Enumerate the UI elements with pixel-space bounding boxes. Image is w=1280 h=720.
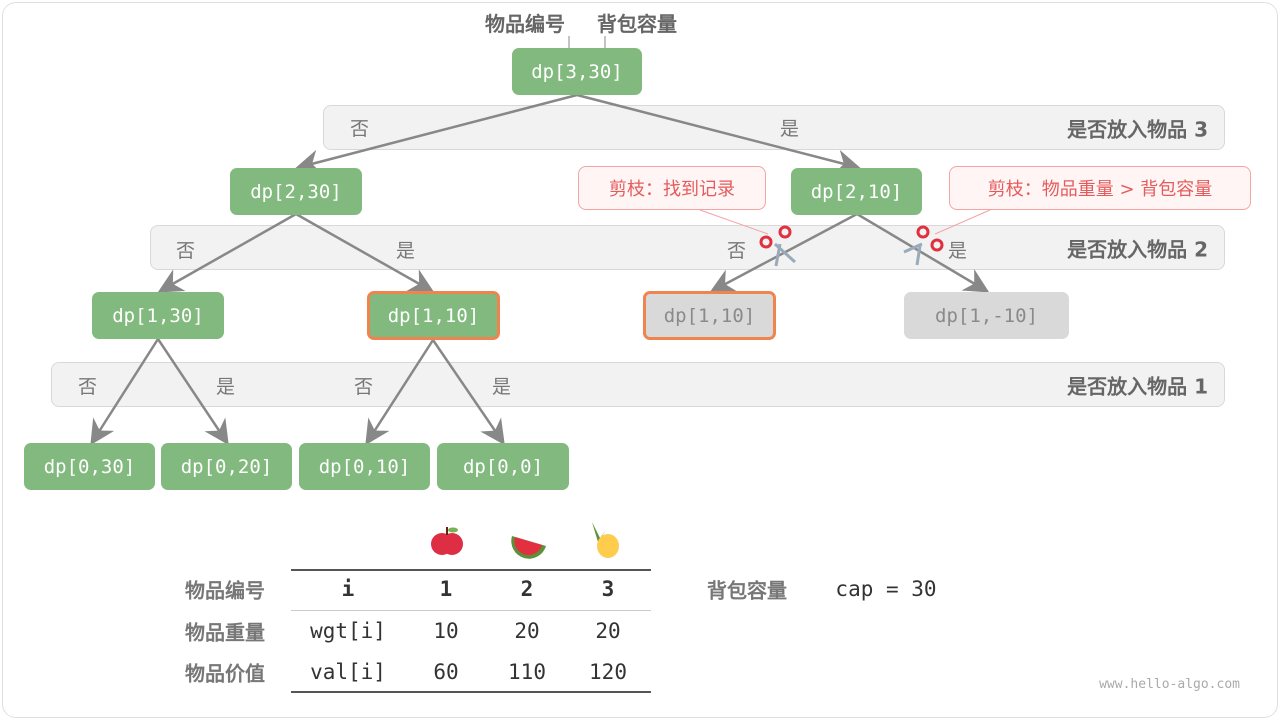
callout-overweight-prune: 剪枝：物品重量 > 背包容量	[949, 166, 1251, 210]
cell: 110	[508, 660, 546, 684]
edge	[365, 339, 435, 446]
cell: 1	[439, 577, 453, 601]
node-dp-2-10: dp[2,10]	[791, 168, 922, 215]
cell: 120	[589, 660, 627, 684]
capacity-value: cap = 30	[835, 577, 937, 601]
edge	[295, 93, 578, 175]
cell: val[i]	[310, 660, 386, 684]
scissors-icon	[903, 225, 944, 266]
cell: 20	[595, 619, 621, 643]
callout-pointer	[699, 209, 769, 235]
node-dp-3-30: dp[3,30]	[512, 48, 642, 95]
cell: i	[341, 577, 355, 601]
item-index-label: 物品编号	[485, 12, 565, 36]
cell: 2	[520, 577, 534, 601]
edge	[295, 212, 435, 293]
edge	[90, 338, 160, 446]
callout-pointer	[934, 209, 991, 235]
cell: 3	[601, 577, 615, 601]
cell: 20	[514, 619, 540, 643]
yes-label: 是	[948, 240, 968, 262]
edge	[856, 212, 990, 293]
node-dp-2-30: dp[2,30]	[230, 168, 362, 215]
edge	[431, 339, 505, 446]
band-title: 是否放入物品 2	[1067, 237, 1208, 261]
capacity-label: 背包容量	[597, 12, 677, 36]
row-label-index: 物品编号	[185, 578, 265, 603]
node-dp-1-10: dp[1,10]	[367, 291, 500, 340]
watermark: www.hello-algo.com	[1099, 677, 1240, 692]
node-dp-1-neg10-pruned: dp[1,-10]	[904, 292, 1069, 339]
band-title: 是否放入物品 1	[1067, 374, 1208, 398]
no-label: 否	[78, 376, 98, 398]
no-label: 否	[727, 240, 747, 262]
cell: 60	[433, 660, 459, 684]
edge	[156, 338, 229, 446]
cell: wgt[i]	[310, 619, 386, 643]
node-dp-0-10: dp[0,10]	[299, 443, 430, 490]
table-top-rule	[291, 569, 651, 571]
band-title: 是否放入物品 3	[1067, 117, 1208, 141]
capacity-title: 背包容量	[707, 578, 787, 603]
node-dp-1-10-pruned: dp[1,10]	[643, 291, 776, 340]
band-item-3: 是否放入物品 3	[323, 105, 1225, 150]
yes-label: 是	[216, 376, 236, 398]
yes-label: 是	[396, 240, 416, 262]
no-label: 否	[350, 118, 370, 140]
yes-label: 是	[780, 118, 800, 140]
cell: 10	[433, 619, 459, 643]
callout-memo-prune: 剪枝：找到记录	[578, 166, 766, 210]
edge	[157, 212, 297, 293]
node-dp-0-0: dp[0,0]	[437, 443, 569, 490]
row-label-value: 物品价值	[185, 661, 265, 686]
node-dp-1-30: dp[1,30]	[92, 292, 224, 339]
node-dp-0-20: dp[0,20]	[161, 443, 292, 490]
edge	[576, 93, 861, 175]
row-label-weight: 物品重量	[185, 620, 265, 645]
node-dp-0-30: dp[0,30]	[24, 443, 155, 490]
table-bottom-rule	[291, 691, 651, 693]
table-mid-rule	[291, 610, 651, 611]
scissors-icon	[759, 225, 797, 267]
yes-label: 是	[492, 376, 512, 398]
no-label: 否	[176, 240, 196, 262]
no-label: 否	[354, 376, 374, 398]
band-item-1: 是否放入物品 1	[51, 362, 1225, 407]
